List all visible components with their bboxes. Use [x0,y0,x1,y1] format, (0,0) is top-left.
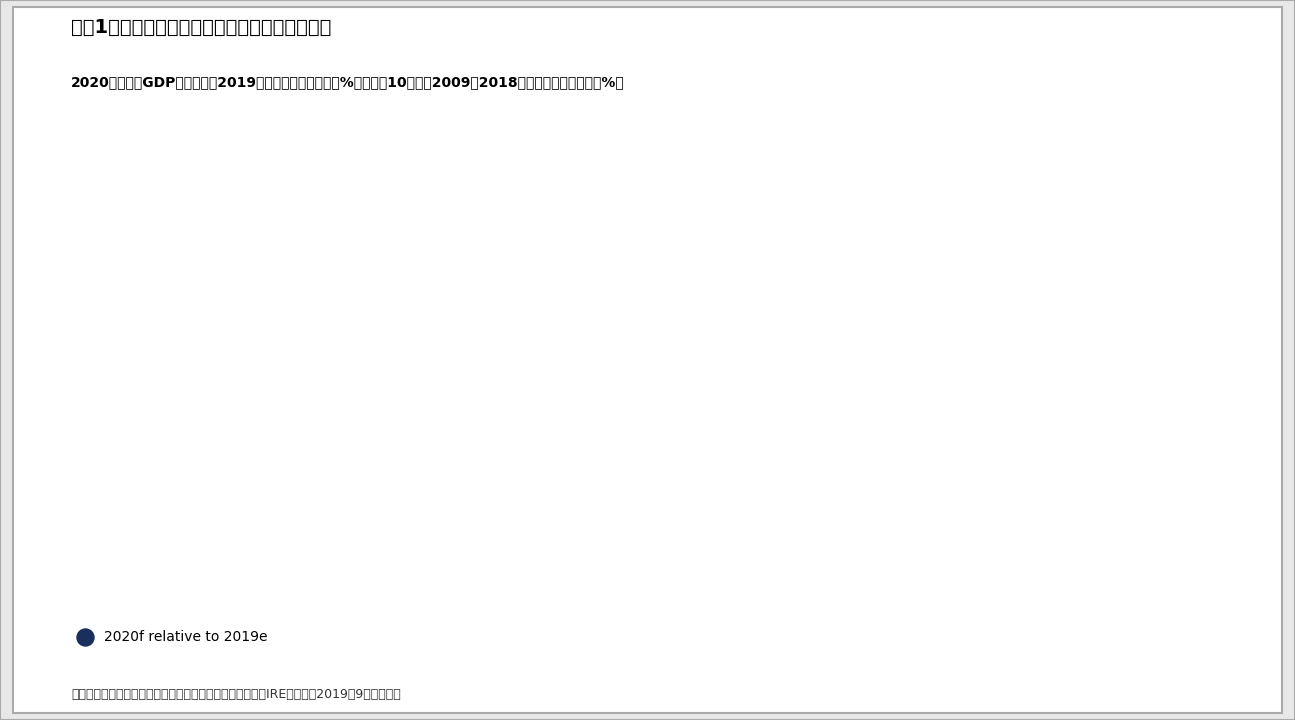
Point [988,551,1009,562]
X-axis label: 2020年（予想）対2019年（予想）: 2020年（予想）対2019年（予想） [597,637,776,652]
Text: トレンド以下、モメンタム鈍化: トレンド以下、モメンタム鈍化 [142,583,260,597]
Point [369,264,390,276]
Text: トレンド以上、モメンタム加速: トレンド以上、モメンタム加速 [1112,188,1230,202]
Text: 2020年の実質GDP成長率の、2019年成長率からの変化（%）と過去10年間（2009～2018）平均成長率との差（%）: 2020年の実質GDP成長率の、2019年成長率からの変化（%）と過去10年間（… [71,76,625,89]
Point [243,355,264,366]
Text: オーストラリア: オーストラリア [869,371,927,384]
Point [840,372,861,384]
Text: 韓国: 韓国 [659,426,676,440]
Point [409,495,430,507]
Text: スペイン: スペイン [396,264,430,277]
Point [632,397,653,408]
Y-axis label: 2020年（予想）対過去10年平均: 2020年（予想）対過去10年平均 [83,316,97,462]
Point [75,631,96,643]
Text: 2020f relative to 2019e: 2020f relative to 2019e [104,630,267,644]
Text: ドイツ: ドイツ [659,395,685,410]
Text: 英国: 英国 [548,360,565,374]
Text: フランス: フランス [615,326,649,341]
Text: 出所：オックスフォード・エコノミクスのデータに基づきIREが作成。2019年9月末現在。: 出所：オックスフォード・エコノミクスのデータに基づきIREが作成。2019年9月… [71,688,401,701]
Point [587,328,607,339]
Text: シンガポール: シンガポール [1017,549,1066,564]
Text: 図表1：地域別の不動産投資戦略の選好度の違い: 図表1：地域別の不動産投資戦略の選好度の違い [71,18,332,37]
Text: 香港: 香港 [993,457,1010,471]
Point [320,378,341,390]
Text: 米国: 米国 [272,354,289,368]
Text: トレンド以上、モメンタム鈍化: トレンド以上、モメンタム鈍化 [142,188,260,202]
Point [521,361,541,373]
Text: 中国: 中国 [436,494,453,508]
Point [966,459,987,470]
Point [632,428,653,439]
Text: トレンド以下、モメンタム加速: トレンド以下、モメンタム加速 [1112,583,1230,597]
Text: 日本: 日本 [348,377,364,391]
